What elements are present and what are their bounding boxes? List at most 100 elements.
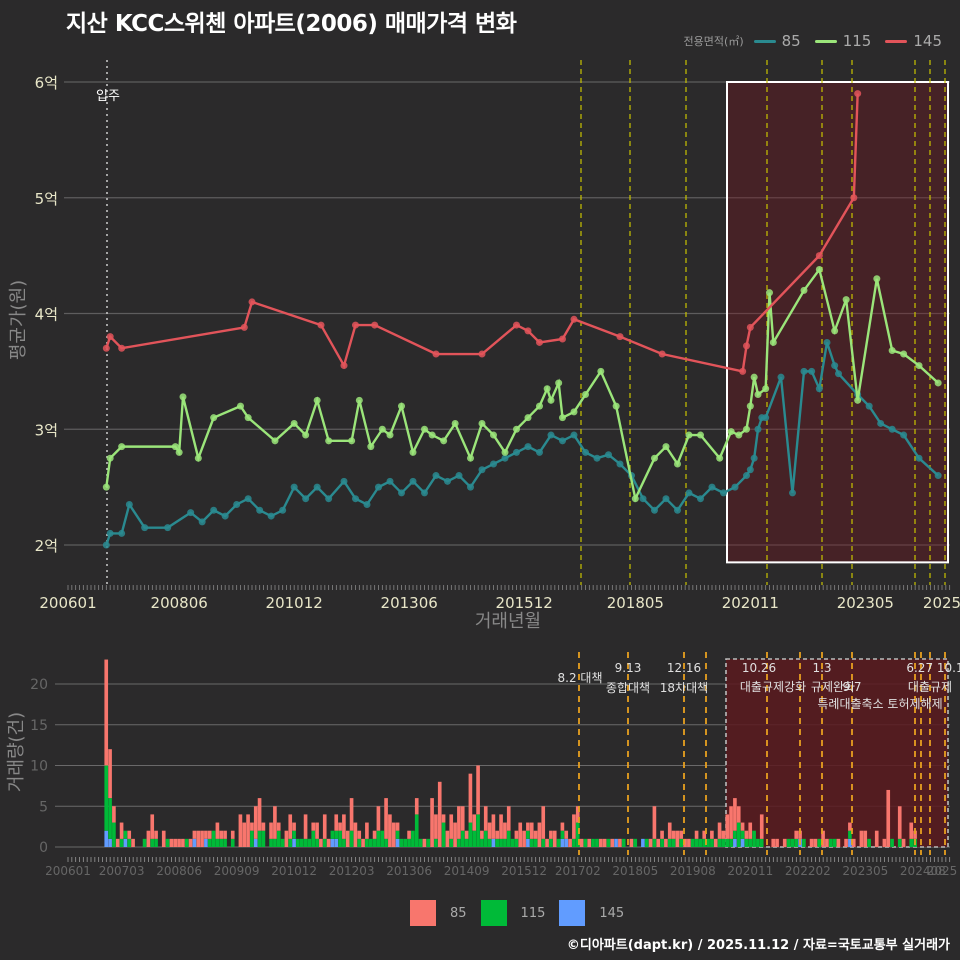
volume-bar <box>526 822 530 831</box>
volume-bar <box>372 838 377 847</box>
volume-bar <box>230 838 235 847</box>
volume-bar <box>503 838 507 847</box>
volume-bar <box>499 838 503 847</box>
volume-bar <box>238 814 243 847</box>
x-tick-label: 201908 <box>670 864 716 878</box>
volume-bar <box>411 830 415 847</box>
volume-bar <box>802 838 806 847</box>
volume-bar <box>491 814 496 839</box>
volume-bar <box>108 798 112 839</box>
volume-bar <box>361 838 365 847</box>
legend-bar-115-label: 115 <box>520 905 546 921</box>
volume-bar <box>882 838 887 847</box>
x-tick-label: 2025 <box>927 864 958 878</box>
volume-bar <box>192 838 197 847</box>
volume-bar <box>422 838 427 847</box>
chart-title: 지산 KCC스위첸 아파트(2006) 매매가격 변화 <box>66 11 517 37</box>
volume-bar <box>851 838 856 847</box>
volume-bar <box>545 838 549 847</box>
volume-bar <box>690 838 695 847</box>
volume-bar <box>614 838 618 847</box>
volume-legend: 85 115 145 <box>410 900 638 926</box>
volume-bar <box>541 838 546 847</box>
volume-bar <box>549 830 553 839</box>
volume-bar <box>652 806 657 839</box>
policy-annotation: 18차대책 <box>660 680 708 695</box>
legend-115-swatch <box>814 39 837 43</box>
x-tick-label: 201306 <box>386 864 432 878</box>
volume-bar <box>269 838 273 847</box>
y-axis-title: 평균가(원) <box>8 280 29 360</box>
volume-bar <box>568 838 572 847</box>
volume-bar <box>526 838 530 847</box>
volume-bar <box>499 814 503 839</box>
volume-bar <box>184 838 189 847</box>
volume-bar <box>660 830 664 839</box>
volume-bar <box>495 830 500 839</box>
volume-bar <box>200 830 204 847</box>
volume-bar <box>848 838 852 847</box>
moveout-label: 입주 <box>96 89 120 104</box>
legend-title: 전용면적(㎡) <box>683 35 744 48</box>
legend-bar-115-swatch <box>480 900 507 926</box>
volume-bar <box>315 838 319 847</box>
volume-bar <box>165 838 170 847</box>
volume-bar <box>407 830 411 839</box>
series-line-85 <box>105 342 939 546</box>
volume-bar <box>621 838 626 847</box>
policy-annotation: 특례대출축소 토허제해제 <box>817 697 942 711</box>
x-tick-label: 200806 <box>151 594 208 612</box>
volume-bar <box>721 838 726 847</box>
volume-bar <box>257 798 262 831</box>
volume-bar <box>725 838 730 847</box>
volume-bar <box>154 838 158 847</box>
volume-bar <box>104 765 109 831</box>
volume-bar <box>115 838 120 847</box>
volume-bar <box>859 830 864 847</box>
volume-bar <box>219 830 224 839</box>
volume-bar <box>790 838 795 847</box>
volume-bar <box>740 822 745 831</box>
volume-bar <box>633 838 638 847</box>
volume-bar <box>675 830 680 847</box>
volume-bar <box>491 838 496 847</box>
volume-bar <box>641 838 645 847</box>
volume-bar <box>315 822 319 839</box>
x-tick-label: 201702 <box>555 864 601 878</box>
volume-bar <box>242 822 247 847</box>
volume-bar <box>506 806 511 831</box>
volume-bar <box>794 838 799 847</box>
policy-annotation: 10.26 <box>742 661 776 675</box>
volume-bar <box>756 838 760 847</box>
x-tick-label: 201306 <box>381 594 438 612</box>
volume-bar <box>460 806 465 831</box>
volume-bar <box>223 838 227 847</box>
y-tick-label: 5억 <box>35 190 58 208</box>
volume-bar <box>119 822 124 839</box>
volume-bar <box>748 822 753 839</box>
x-tick-label: 202011 <box>727 864 773 878</box>
volume-bar <box>729 806 733 839</box>
volume-bar <box>276 830 281 847</box>
volume-bar <box>261 830 266 847</box>
series-line-145 <box>105 93 859 373</box>
policy-annotation: 9.7 <box>842 680 861 694</box>
policy-annotation: 8.2 대책 <box>558 670 603 685</box>
volume-bar <box>326 838 331 847</box>
volume-bar <box>671 830 676 839</box>
volume-bar <box>292 822 296 831</box>
volume-bar <box>253 838 258 847</box>
x-tick-label: 200909 <box>214 864 260 878</box>
volume-bar <box>629 838 634 847</box>
legend-145-label: 145 <box>913 32 942 50</box>
volume-bar <box>338 822 342 831</box>
volume-bar <box>874 830 879 847</box>
volume-bar <box>656 838 661 847</box>
volume-bar <box>575 822 580 847</box>
volume-bar <box>311 830 316 847</box>
volume-bar <box>223 830 227 839</box>
volume-bar <box>345 830 350 847</box>
volume-bar <box>441 822 446 847</box>
legend-bar-85-swatch <box>410 900 436 926</box>
